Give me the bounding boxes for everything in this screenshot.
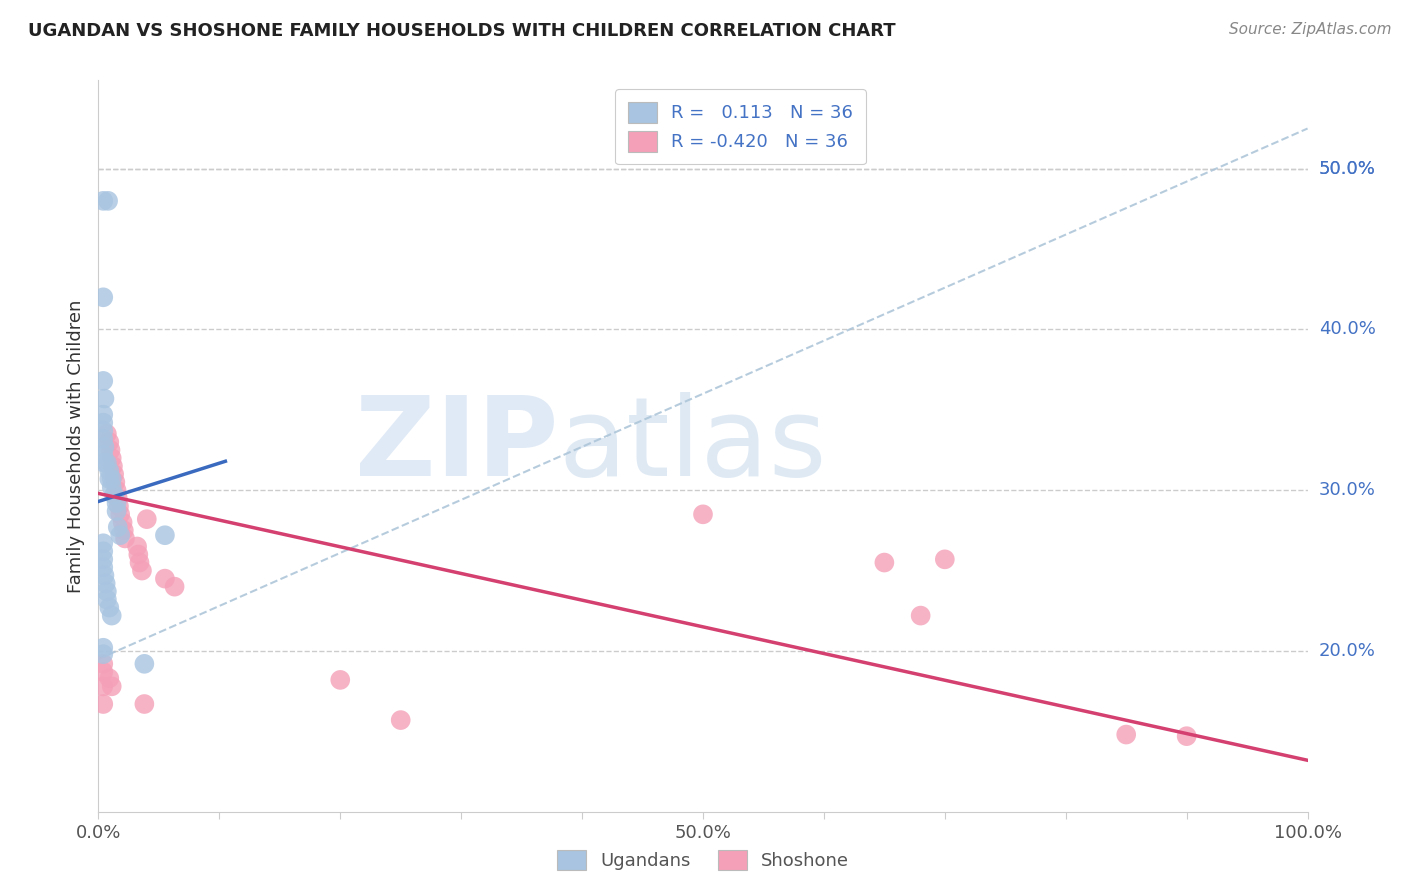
Point — [91, 679, 114, 693]
Point — [98, 464, 121, 478]
Point — [91, 408, 114, 422]
Text: 50.0%: 50.0% — [1319, 160, 1375, 178]
Point — [105, 483, 128, 498]
Point — [101, 459, 124, 474]
Point — [104, 475, 127, 490]
Point — [100, 608, 122, 623]
Text: 50.0%: 50.0% — [1319, 160, 1375, 178]
Point — [329, 673, 352, 687]
Point — [91, 544, 114, 558]
Point — [108, 508, 131, 522]
Point — [134, 697, 156, 711]
Point — [128, 556, 150, 570]
Point — [91, 665, 114, 679]
Point — [107, 520, 129, 534]
Point — [93, 568, 115, 582]
Point — [91, 552, 114, 566]
Point — [96, 584, 118, 599]
Text: 20.0%: 20.0% — [1319, 642, 1375, 660]
Point — [389, 713, 412, 727]
Point — [94, 576, 117, 591]
Point — [100, 679, 122, 693]
Point — [153, 572, 176, 586]
Point — [91, 374, 114, 388]
Point — [91, 290, 114, 304]
Point — [131, 564, 153, 578]
Point — [93, 392, 115, 406]
Point — [91, 560, 114, 574]
Point — [91, 536, 114, 550]
Point — [103, 488, 125, 502]
Point — [98, 671, 121, 685]
Point — [163, 580, 186, 594]
Text: 40.0%: 40.0% — [1319, 320, 1375, 338]
Point — [91, 416, 114, 430]
Point — [96, 592, 118, 607]
Point — [91, 657, 114, 671]
Point — [100, 443, 122, 458]
Point — [96, 426, 118, 441]
Point — [1175, 729, 1198, 743]
Point — [91, 448, 114, 462]
Point — [910, 608, 932, 623]
Point — [91, 647, 114, 661]
Point — [111, 516, 134, 530]
Point — [127, 548, 149, 562]
Point — [108, 528, 131, 542]
Point — [873, 556, 896, 570]
Text: atlas: atlas — [558, 392, 827, 500]
Point — [91, 424, 114, 438]
Text: 30.0%: 30.0% — [1319, 481, 1375, 500]
Point — [153, 528, 176, 542]
Point — [1115, 727, 1137, 741]
Text: Source: ZipAtlas.com: Source: ZipAtlas.com — [1229, 22, 1392, 37]
Point — [91, 194, 114, 208]
Legend: Ugandans, Shoshone: Ugandans, Shoshone — [548, 840, 858, 880]
Text: ZIP: ZIP — [354, 392, 558, 500]
Point — [91, 697, 114, 711]
Point — [105, 504, 128, 518]
Point — [112, 524, 135, 538]
Point — [96, 456, 118, 470]
Point — [100, 472, 122, 486]
Point — [91, 432, 114, 446]
Point — [98, 472, 121, 486]
Point — [135, 512, 157, 526]
Point — [93, 456, 115, 470]
Text: UGANDAN VS SHOSHONE FAMILY HOUSEHOLDS WITH CHILDREN CORRELATION CHART: UGANDAN VS SHOSHONE FAMILY HOUSEHOLDS WI… — [28, 22, 896, 40]
Point — [100, 480, 122, 494]
Point — [114, 532, 136, 546]
Point — [108, 500, 131, 514]
Point — [134, 657, 156, 671]
Point — [934, 552, 956, 566]
Point — [91, 640, 114, 655]
Point — [103, 467, 125, 482]
Point — [105, 496, 128, 510]
Point — [98, 434, 121, 449]
Point — [100, 451, 122, 466]
Y-axis label: Family Households with Children: Family Households with Children — [66, 300, 84, 592]
Point — [97, 194, 120, 208]
Point — [107, 491, 129, 506]
Point — [692, 508, 714, 522]
Point — [127, 540, 149, 554]
Point — [93, 440, 115, 454]
Point — [98, 600, 121, 615]
